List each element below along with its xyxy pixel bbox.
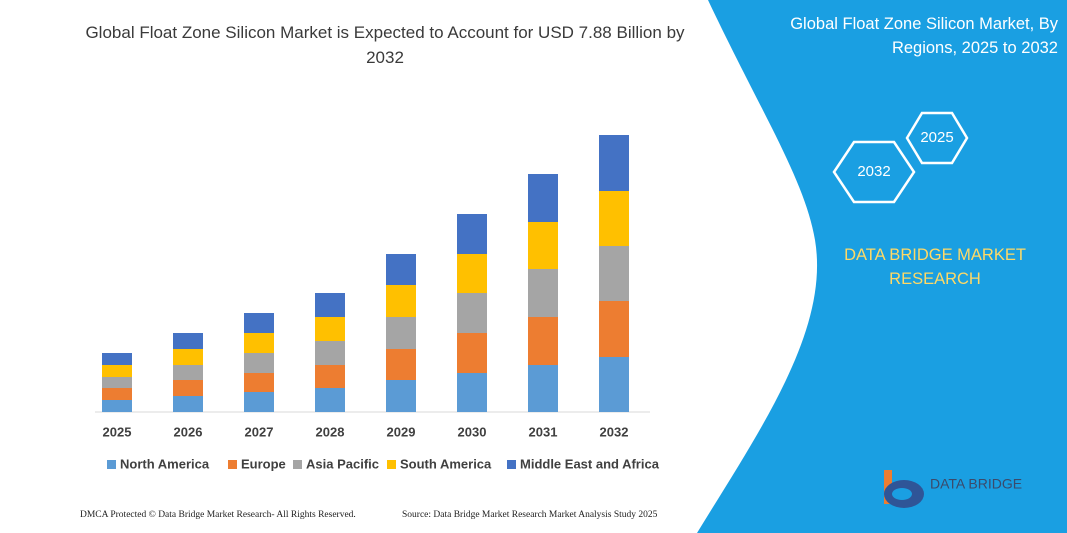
bar-segment <box>599 135 629 191</box>
bar-segment <box>599 301 629 357</box>
bar-segment <box>386 380 416 412</box>
bar-segment <box>244 333 274 353</box>
legend-label: Middle East and Africa <box>520 456 660 471</box>
legend-label: North America <box>120 456 210 471</box>
x-tick-label: 2028 <box>316 424 345 439</box>
bar-segment <box>457 254 487 293</box>
bar-segment <box>244 373 274 392</box>
brand: DATA BRIDGE MARKET RESEARCH <box>844 246 1026 288</box>
bar-segment <box>599 191 629 246</box>
bar-segment <box>528 317 558 365</box>
bar-segment <box>457 373 487 412</box>
legend-swatch <box>507 460 516 469</box>
bar-segment <box>173 365 203 380</box>
bar-segment <box>457 214 487 254</box>
legend-swatch <box>107 460 116 469</box>
bar-segment <box>102 365 132 377</box>
logo-text: DATA BRIDGE <box>930 476 1022 492</box>
bar-segment <box>244 392 274 412</box>
legend-label: Europe <box>241 456 286 471</box>
bar-segment <box>599 246 629 301</box>
blue-panel <box>697 0 1067 533</box>
footer-left: DMCA Protected © Data Bridge Market Rese… <box>80 509 356 520</box>
bar-segment <box>315 388 345 412</box>
bar-segment <box>386 285 416 317</box>
bar-segment <box>315 317 345 341</box>
x-tick-label: 2027 <box>245 424 274 439</box>
logo-icon <box>884 470 924 508</box>
bar-segment <box>102 400 132 412</box>
x-tick-label: 2026 <box>174 424 203 439</box>
hex-label: 2032 <box>857 163 890 180</box>
bar-segment <box>528 269 558 317</box>
bar-segment <box>173 380 203 396</box>
x-tick-label: 2029 <box>387 424 416 439</box>
bar-segment <box>457 293 487 333</box>
bar-segment <box>173 396 203 412</box>
footer-right: Source: Data Bridge Market Research Mark… <box>402 510 658 520</box>
bar-segment <box>528 222 558 269</box>
legend-label: South America <box>400 456 492 471</box>
bar-segment <box>528 174 558 222</box>
hexagon <box>905 111 969 165</box>
bar-segment <box>315 293 345 317</box>
x-tick-label: 2032 <box>600 424 629 439</box>
bar-segment <box>386 317 416 349</box>
bar-segment <box>315 365 345 388</box>
legend-swatch <box>228 460 237 469</box>
bar-segment <box>386 254 416 285</box>
bar-segment <box>102 388 132 400</box>
legend-swatch <box>293 460 302 469</box>
chart-title: Global Float Zone Silicon Market is Expe… <box>85 23 685 67</box>
x-tick-label: 2025 <box>103 424 132 439</box>
x-tick-label: 2031 <box>529 424 558 439</box>
bar-segment <box>173 349 203 365</box>
bar-segment <box>244 353 274 373</box>
bar-segment <box>244 313 274 333</box>
bar-segment <box>102 353 132 365</box>
panel-title: Global Float Zone Silicon Market, By Reg… <box>790 15 1058 57</box>
legend-label: Asia Pacific <box>306 456 379 471</box>
hex-label: 2025 <box>920 129 953 146</box>
bar-segment <box>457 333 487 373</box>
bar-segment <box>528 365 558 412</box>
bar-segment <box>173 333 203 349</box>
bar-segment <box>599 357 629 412</box>
hexagon <box>832 140 916 204</box>
x-tick-label: 2030 <box>458 424 487 439</box>
legend-swatch <box>387 460 396 469</box>
bar-segment <box>315 341 345 365</box>
bar-segment <box>102 377 132 388</box>
bar-segment <box>386 349 416 380</box>
